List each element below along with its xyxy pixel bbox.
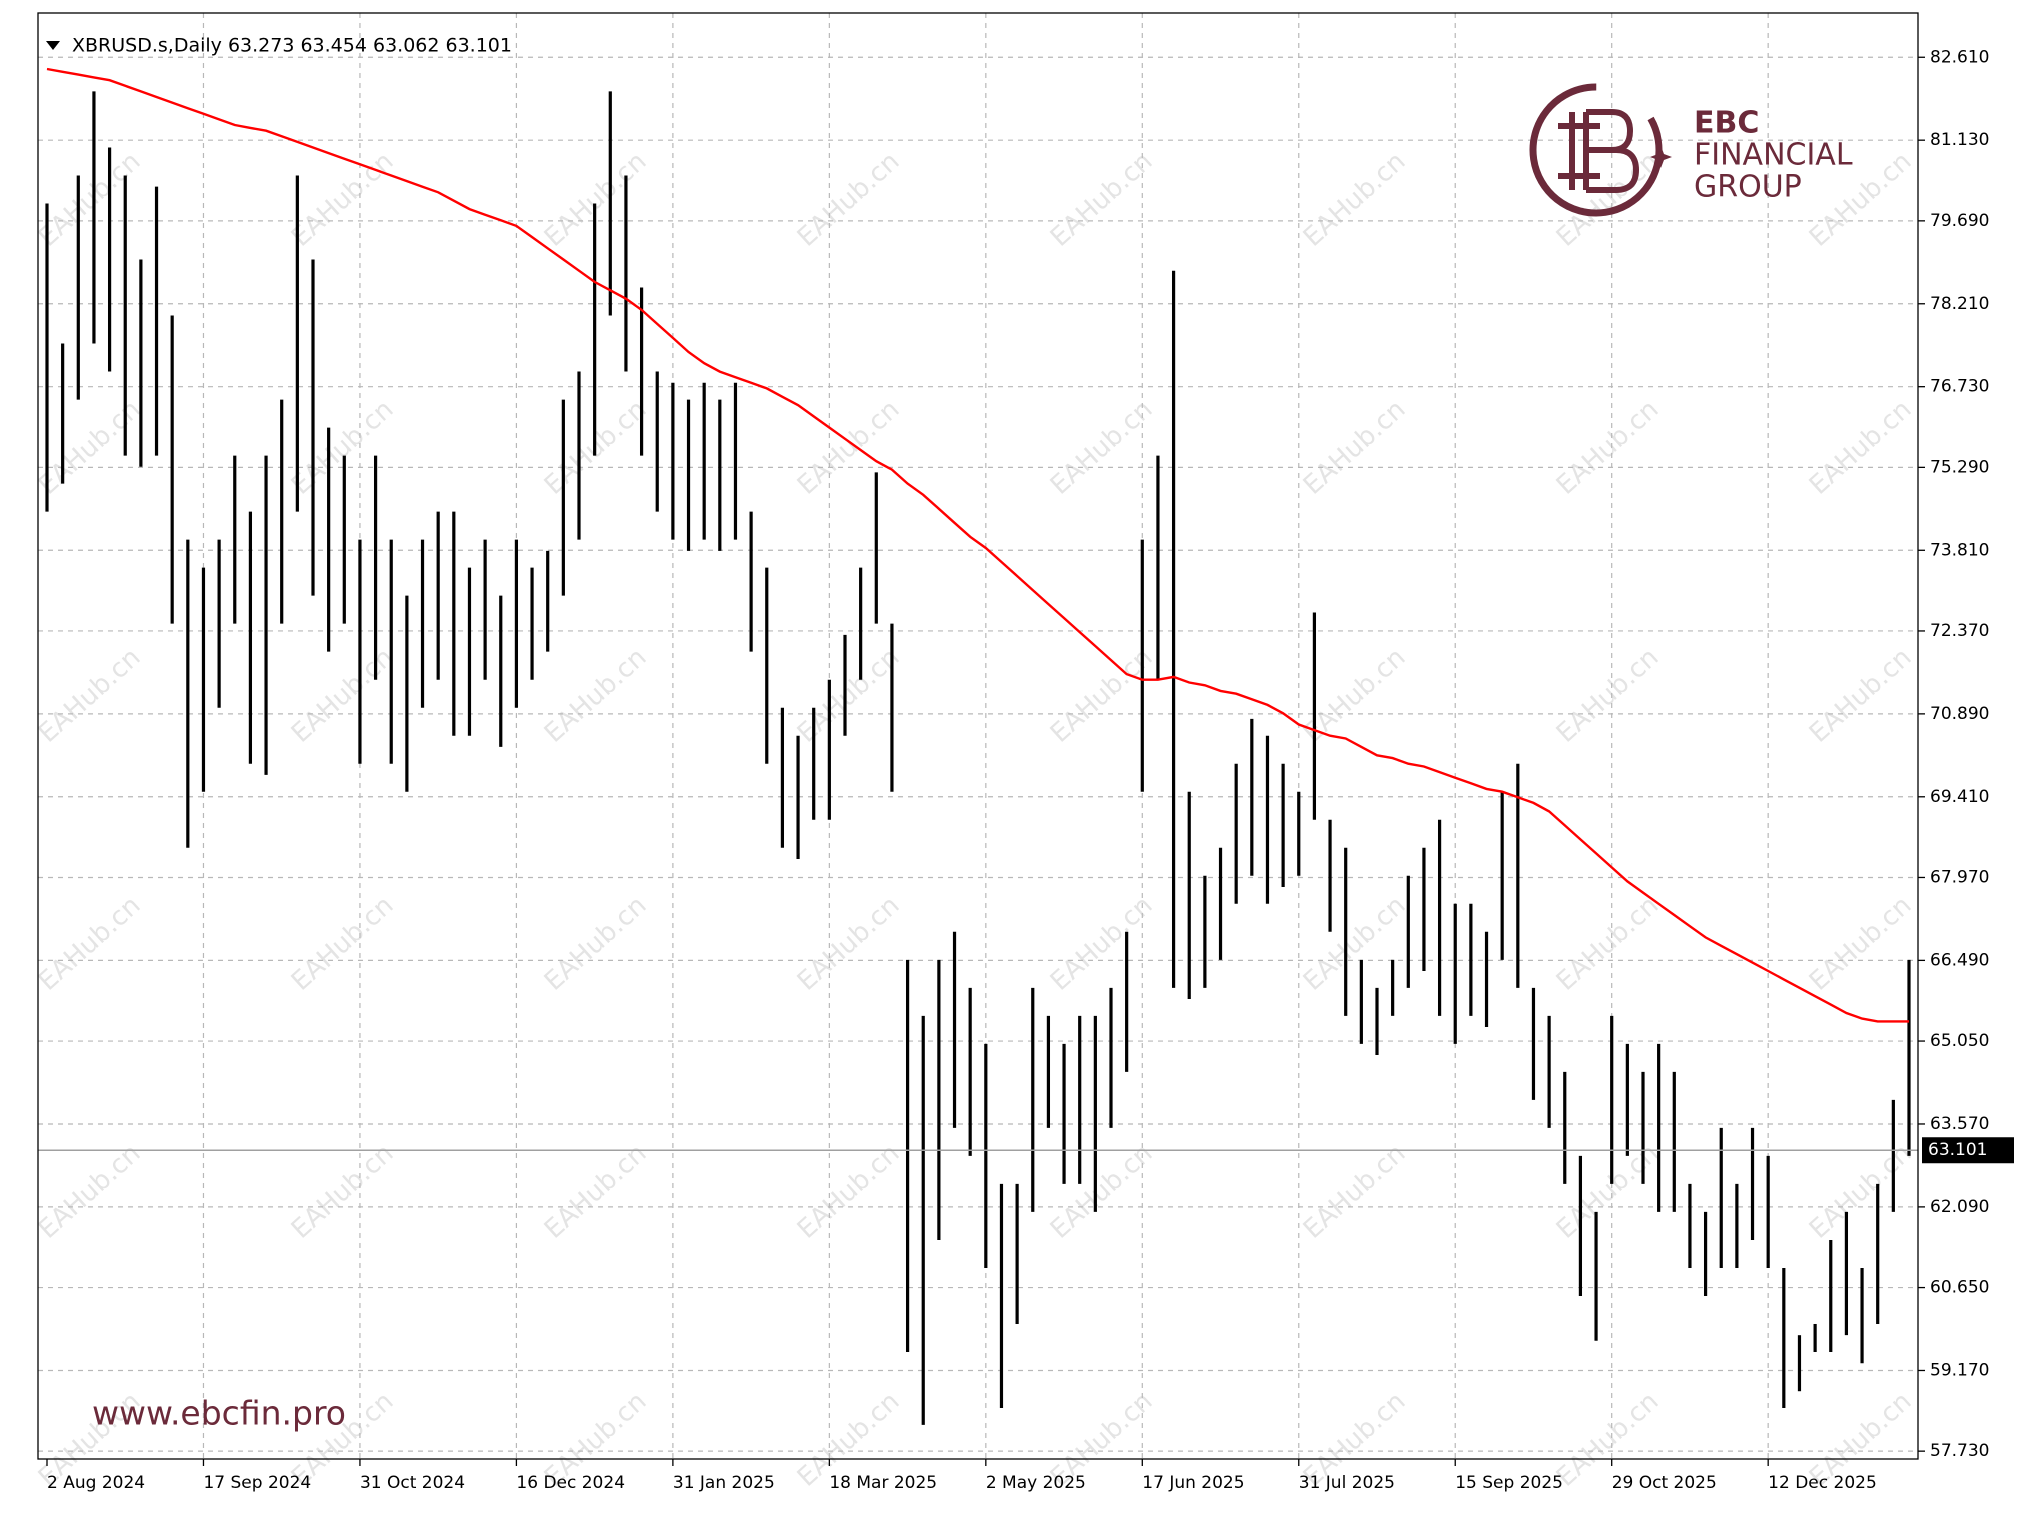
y-tick-label: 69.410 — [1930, 787, 1989, 807]
last-price-box — [1922, 1137, 2014, 1164]
url: www.ebcfin.pro — [92, 1394, 346, 1433]
plot-frame — [37, 12, 1919, 1460]
y-tick-label: 78.210 — [1930, 294, 1989, 314]
x-tick-label: 17 Sep 2024 — [203, 1473, 311, 1493]
y-tick-label: 57.730 — [1930, 1441, 1989, 1461]
x-tick-label: 29 Oct 2025 — [1612, 1473, 1717, 1493]
y-tick-label: 59.170 — [1930, 1360, 1989, 1380]
grid — [38, 13, 1918, 1459]
symbol-menu-arrow[interactable] — [46, 41, 60, 50]
x-tick-label: 31 Jan 2025 — [673, 1473, 775, 1493]
logo-star — [1650, 146, 1672, 168]
y-tick-label: 63.570 — [1930, 1114, 1989, 1134]
chart-header: XBRUSD.s,Daily 63.273 63.454 63.062 63.1… — [72, 35, 512, 57]
y-tick-label: 79.690 — [1930, 211, 1989, 231]
logo-mark — [1558, 109, 1640, 193]
x-tick-label: 16 Dec 2024 — [516, 1473, 625, 1493]
y-tick-label: 62.090 — [1930, 1197, 1989, 1217]
x-tick-label: 18 Mar 2025 — [829, 1473, 937, 1493]
y-tick-label: 70.890 — [1930, 704, 1989, 724]
x-tick-label: 12 Dec 2025 — [1768, 1473, 1877, 1493]
y-tick-label: 75.290 — [1930, 457, 1989, 477]
x-tick-label: 31 Jul 2025 — [1299, 1473, 1395, 1493]
x-tick-label: 15 Sep 2025 — [1455, 1473, 1563, 1493]
y-tick-label: 66.490 — [1930, 950, 1989, 970]
x-tick-label: 2 Aug 2024 — [47, 1473, 145, 1493]
x-tick-label: 31 Oct 2024 — [360, 1473, 465, 1493]
y-tick-label: 60.650 — [1930, 1278, 1989, 1298]
moving-average — [46, 67, 1909, 1023]
y-tick-label: 73.810 — [1930, 540, 1989, 560]
logo-text: GROUP — [1694, 170, 1802, 205]
y-tick-label: 81.130 — [1930, 130, 1989, 150]
x-tick-label: 2 May 2025 — [986, 1473, 1086, 1493]
logo: EBC FINANCIAL GROUP — [1529, 83, 1853, 217]
y-tick-label: 72.370 — [1930, 621, 1989, 641]
logo-text: FINANCIAL — [1694, 138, 1853, 173]
plot — [38, 67, 1918, 1425]
y-tick-label: 65.050 — [1930, 1031, 1989, 1051]
y-tick-label: 76.730 — [1930, 377, 1989, 397]
last-price-label: 63.101 — [1928, 1140, 1987, 1160]
logo-text: EBC — [1694, 106, 1759, 141]
y-tick-label: 82.610 — [1930, 47, 1989, 67]
y-tick-label: 67.970 — [1930, 867, 1989, 887]
x-tick-label: 17 Jun 2025 — [1142, 1473, 1244, 1493]
